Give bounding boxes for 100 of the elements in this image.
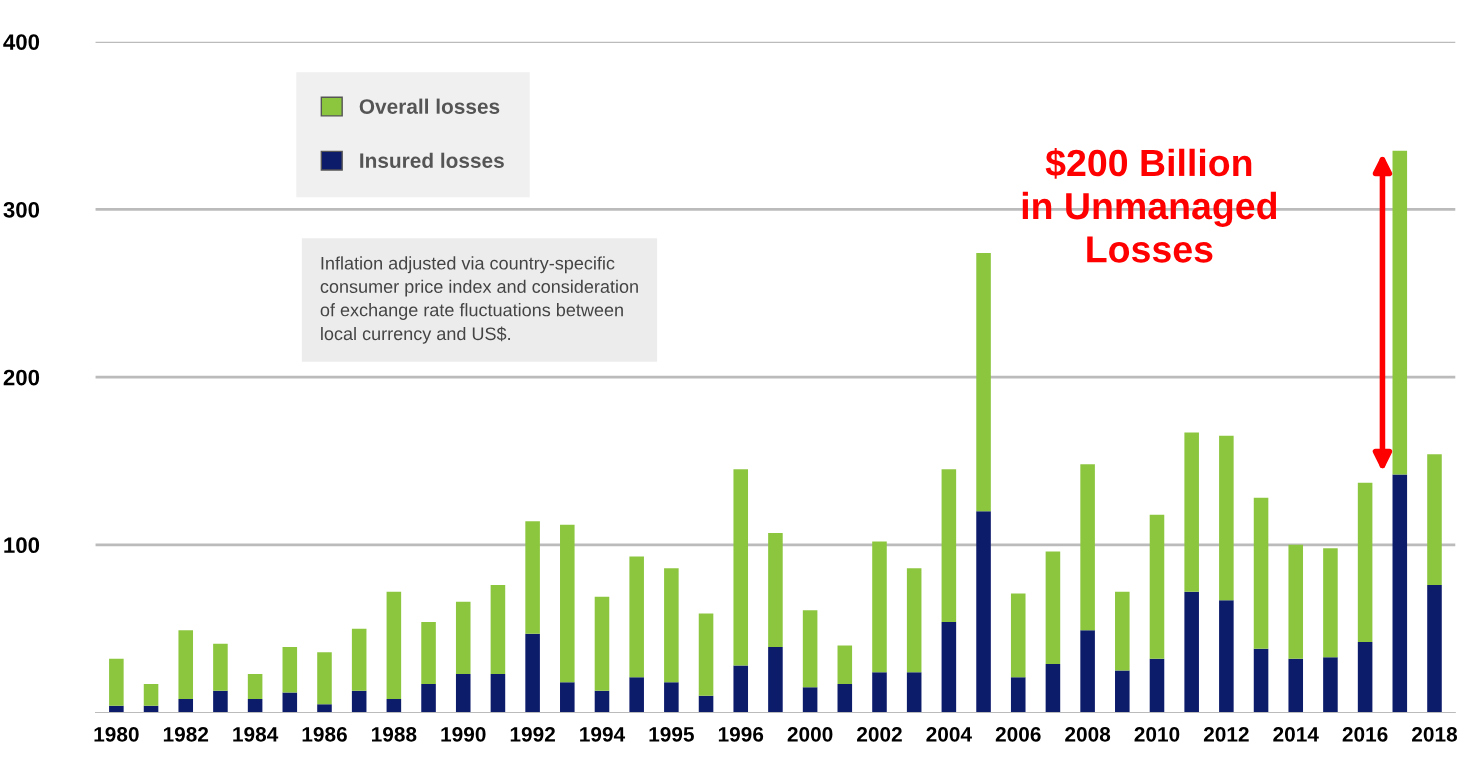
bar xyxy=(698,695,714,713)
bar xyxy=(1149,658,1165,713)
bar xyxy=(1357,642,1373,713)
x-tick-label: 2016 xyxy=(1342,726,1388,742)
bar xyxy=(455,601,471,674)
bar xyxy=(560,524,575,683)
x-tick-label: 1984 xyxy=(233,726,279,742)
bar xyxy=(768,533,783,648)
bar xyxy=(1253,497,1269,649)
bar xyxy=(976,253,991,512)
bar xyxy=(872,672,887,713)
bar xyxy=(1184,432,1199,592)
bar xyxy=(178,630,194,700)
y-tick-label: 400 xyxy=(3,34,40,50)
bar xyxy=(247,699,263,713)
x-tick-label: 1995 xyxy=(649,726,694,742)
bar xyxy=(768,647,783,713)
bar xyxy=(1115,670,1130,713)
bar xyxy=(525,521,540,634)
bar xyxy=(733,665,749,713)
bar xyxy=(1323,548,1338,658)
bar xyxy=(664,568,679,683)
bar xyxy=(802,687,818,713)
bar xyxy=(1427,454,1442,586)
bar xyxy=(351,628,367,691)
x-tick-label: 2014 xyxy=(1273,726,1319,742)
x-tick-label: 2006 xyxy=(995,726,1041,742)
x-tick-label: 2004 xyxy=(926,726,972,742)
bar xyxy=(247,673,263,700)
x-tick-label: 1982 xyxy=(163,726,209,742)
bar xyxy=(213,690,228,713)
bar xyxy=(802,610,818,688)
bar xyxy=(1219,435,1234,601)
x-tick-label: 2000 xyxy=(787,726,833,742)
bar xyxy=(109,658,124,706)
bar xyxy=(594,690,610,713)
bar xyxy=(1045,551,1061,664)
bar xyxy=(1080,464,1095,631)
bar xyxy=(351,690,367,713)
bar xyxy=(1288,658,1304,713)
bar xyxy=(386,699,402,713)
bar xyxy=(421,621,436,685)
bar xyxy=(837,645,853,685)
bar xyxy=(1427,585,1442,713)
bar xyxy=(629,677,644,713)
bar xyxy=(1115,591,1130,671)
bar xyxy=(455,673,471,713)
legend-label: Insured losses xyxy=(360,152,504,169)
bar xyxy=(976,511,991,713)
bar xyxy=(213,643,228,691)
bar xyxy=(109,705,124,713)
bar xyxy=(1253,648,1269,713)
bar xyxy=(490,585,506,674)
bar xyxy=(1010,593,1026,678)
bar xyxy=(698,613,714,696)
bar xyxy=(317,652,332,705)
x-tick-label: 1996 xyxy=(718,726,764,742)
bar xyxy=(1288,544,1304,659)
bar xyxy=(872,541,887,673)
bar xyxy=(143,684,159,706)
x-tick-label: 2008 xyxy=(1065,726,1111,742)
y-tick-label: 200 xyxy=(3,369,40,386)
bar xyxy=(1184,591,1199,713)
bar xyxy=(1149,514,1165,659)
bar xyxy=(941,621,957,713)
bar xyxy=(1080,630,1095,713)
bar xyxy=(1392,474,1408,713)
bar xyxy=(906,672,922,713)
bar xyxy=(1323,657,1338,713)
bar xyxy=(560,682,575,713)
x-tick-label: 2002 xyxy=(857,726,902,742)
x-tick-label: 1992 xyxy=(510,726,555,742)
bar xyxy=(941,469,957,622)
y-tick-label: 300 xyxy=(3,201,40,218)
bar xyxy=(1045,663,1061,713)
x-tick-label: 1980 xyxy=(94,726,139,742)
x-tick-label: 1988 xyxy=(372,726,417,742)
x-tick-label: 1990 xyxy=(441,726,486,742)
bar xyxy=(386,591,402,700)
bar xyxy=(1010,677,1026,713)
x-tick-label: 1994 xyxy=(580,726,626,742)
bar xyxy=(178,699,194,713)
bar xyxy=(317,704,332,713)
annotation: $200 Billion in Unmanaged Losses xyxy=(1022,148,1277,263)
bar xyxy=(1392,150,1408,475)
bar xyxy=(1219,600,1234,713)
bar xyxy=(837,684,853,713)
x-tick-label: 2010 xyxy=(1134,726,1180,742)
bar xyxy=(664,682,679,713)
bar xyxy=(629,556,644,678)
y-tick-label: 100 xyxy=(4,537,40,554)
bar xyxy=(490,673,506,713)
bar xyxy=(906,568,922,673)
bar xyxy=(733,469,749,666)
legend-label: Overall losses xyxy=(359,98,500,114)
bar xyxy=(282,647,298,693)
annotation: Inflation adjusted via country-specific consumer price index and consideration of exchange rate fluctuations between local currency and US$. xyxy=(320,256,638,344)
bar xyxy=(525,633,540,713)
bar xyxy=(282,692,298,713)
bar xyxy=(594,596,610,691)
